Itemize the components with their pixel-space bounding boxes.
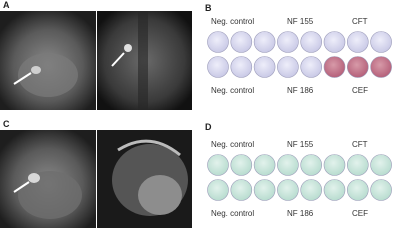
well-label: Neg. control [211,86,254,95]
well [300,56,323,78]
figure: A B C D Neg. control NF 155 CFT Neg. con… [0,0,392,228]
well [230,56,253,78]
well [277,56,299,78]
well [230,31,253,53]
well-label: CFT [352,140,368,149]
well-label: Neg. control [211,140,254,149]
well [253,56,276,78]
well [207,56,229,78]
well [346,179,369,201]
well-label: CFT [352,17,368,26]
well [370,154,392,176]
well [207,179,229,201]
well [323,154,346,176]
well [253,31,276,53]
well [323,56,346,78]
well [346,154,369,176]
well [370,56,392,78]
well-label: NF 155 [287,140,314,149]
well-label: Neg. control [211,17,254,26]
well [253,179,276,201]
well [346,31,369,53]
well [370,31,392,53]
panel-label: A [3,0,10,10]
well [207,154,229,176]
well-label: CEF [352,209,368,218]
panel-c-images [0,130,192,228]
wells [207,31,392,201]
well [253,154,276,176]
panel-label: D [205,122,212,132]
well [300,154,323,176]
well [230,154,253,176]
well [207,31,229,53]
well [370,179,392,201]
panel-label: C [3,119,10,129]
well [230,179,253,201]
well [300,179,323,201]
panel-label: B [205,3,212,13]
well [323,179,346,201]
well-label: CEF [352,86,368,95]
well-label: NF 186 [287,209,314,218]
well [277,179,299,201]
well [346,56,369,78]
well-label: Neg. control [211,209,254,218]
well [277,31,299,53]
well-label: NF 155 [287,17,314,26]
well-label: NF 186 [287,86,314,95]
well [323,31,346,53]
well [277,154,299,176]
panel-a-images [0,11,192,110]
well [300,31,323,53]
